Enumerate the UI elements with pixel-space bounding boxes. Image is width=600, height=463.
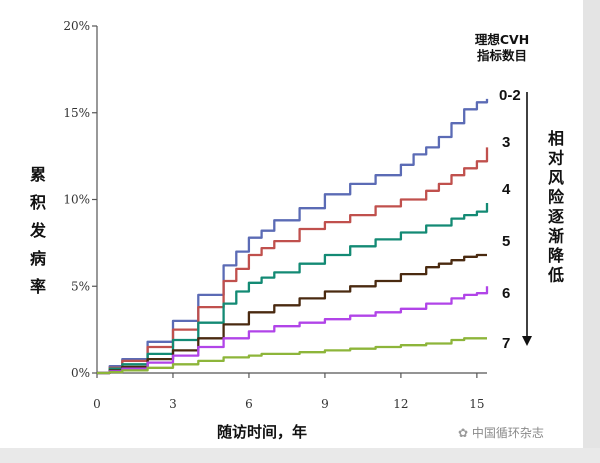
x-tick-label: 15 [469,397,484,411]
series-label-1: 0-2 [499,87,521,104]
legend-title: 理想CVH 指标数目 [475,32,529,63]
series-labels: 0-2 3 4 5 6 7 [499,87,521,352]
series-label-3: 4 [502,181,511,198]
series-label-6: 7 [502,335,510,352]
y-tick-label: 15% [63,106,90,120]
risk-arrow-head [522,336,532,346]
frame-edge-right [583,0,600,463]
watermark-text: 中国循环杂志 [471,426,544,440]
x-tick-label: 12 [393,397,408,411]
series-line-1 [97,98,489,375]
x-tick-label: 3 [169,397,177,411]
y-tick-label: 0% [71,366,90,380]
y-tick-label: 20% [63,19,90,33]
series-line-5 [97,286,489,375]
x-axis-label: 随访时间，年 [217,423,307,441]
y-axis-label: 累积发病率 [29,165,47,296]
wechat-icon: ✿ [458,426,469,440]
series-label-2: 3 [502,134,510,151]
frame-edge-bottom [0,448,600,463]
series-line-3 [97,203,489,375]
arrow-label: 相对风险逐渐降低 [547,129,565,285]
x-tick-label: 0 [93,397,101,411]
x-tick-label: 9 [321,397,329,411]
x-tick-label: 6 [245,397,253,411]
watermark: ✿ 中国循环杂志 [458,424,544,441]
y-tick-label: 10% [63,193,90,207]
y-tick-label: 5% [71,279,90,293]
series-line-4 [97,253,487,375]
series-line-6 [97,337,487,375]
series-line-2 [97,147,489,375]
series-lines [97,98,489,375]
axes: 0% 5% 10% 15% 20% 0 3 6 9 12 15 [63,19,487,411]
series-label-4: 5 [502,233,510,250]
series-label-5: 6 [502,285,510,302]
